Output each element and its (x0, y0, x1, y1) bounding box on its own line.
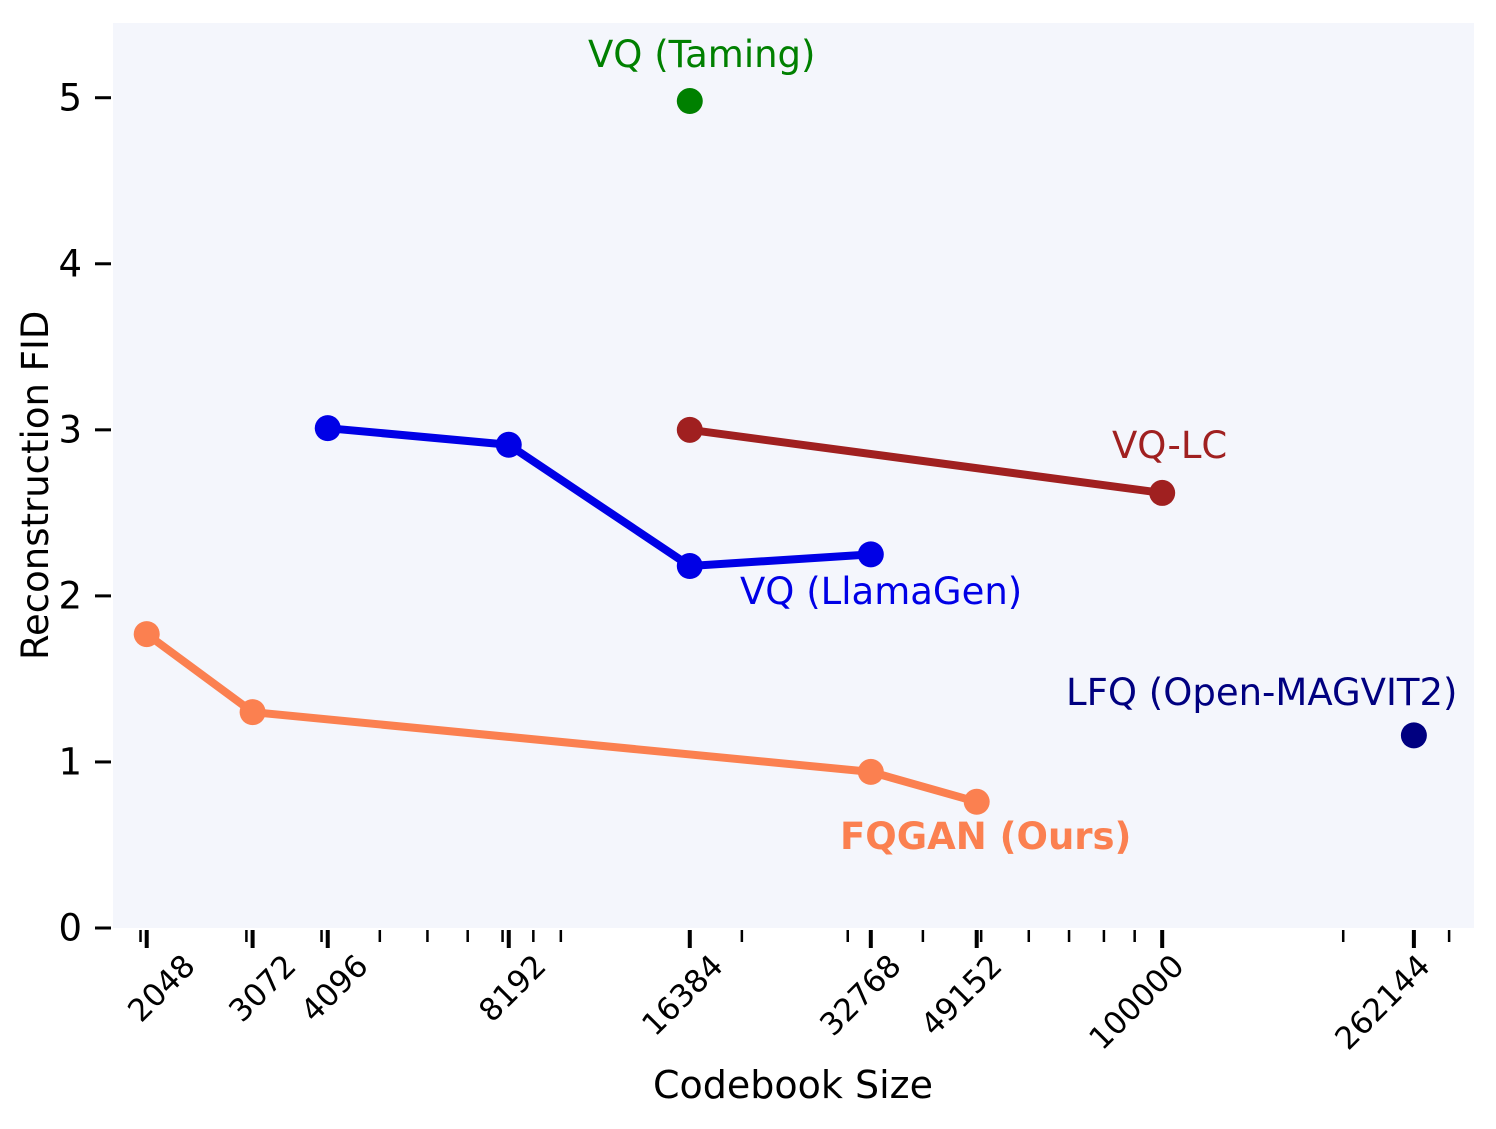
series-label-vq-taming: VQ (Taming) (588, 33, 816, 76)
y-tick-label-4: 4 (58, 242, 82, 286)
plot-area (113, 23, 1474, 928)
series-label-vq-llamagen: VQ (LlamaGen) (740, 570, 1023, 613)
series-label-fqgan-ours: FQGAN (Ours) (840, 815, 1132, 858)
x-axis-title: Codebook Size (653, 1063, 933, 1107)
x-tick-label-262144: 262144 (1328, 948, 1438, 1058)
y-tick-label-1: 1 (58, 740, 82, 784)
x-tick-label-8192: 8192 (472, 948, 554, 1030)
y-tick-label-5: 5 (58, 76, 82, 120)
y-tick-label-2: 2 (58, 574, 82, 618)
x-tick-label-100000: 100000 (1082, 948, 1192, 1058)
series-label-lfq-open-magvit2: LFQ (Open-MAGVIT2) (1066, 671, 1458, 714)
series-label-vq-lc: VQ-LC (1112, 424, 1228, 467)
y-tick-label-3: 3 (58, 408, 82, 452)
y-tick-label-0: 0 (58, 906, 82, 950)
